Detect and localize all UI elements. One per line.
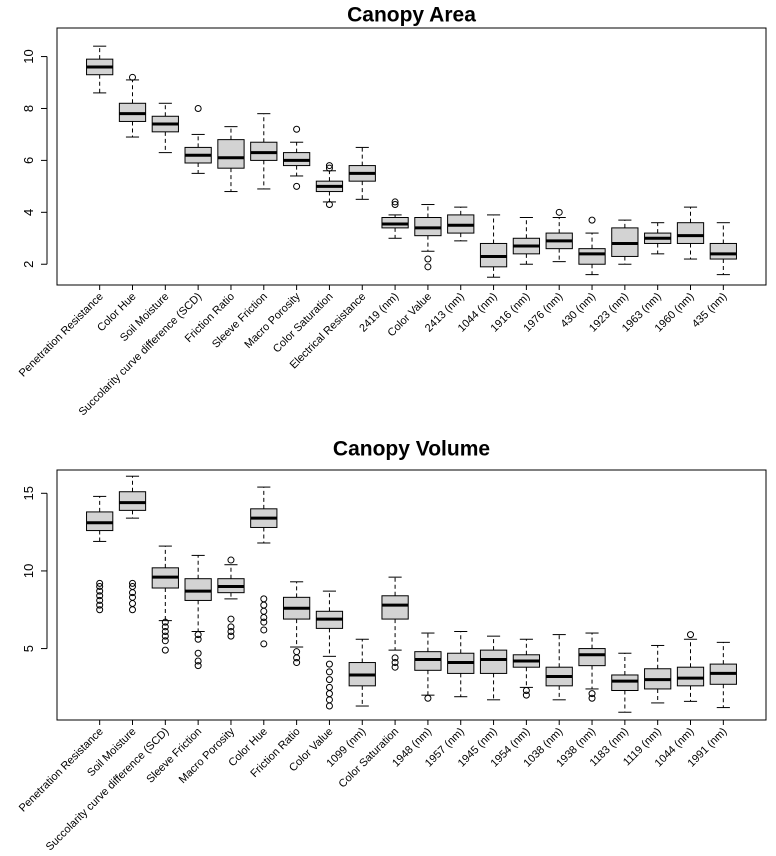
box bbox=[578, 248, 606, 265]
outlier bbox=[391, 659, 399, 667]
outlier bbox=[260, 601, 268, 609]
outlier bbox=[128, 582, 136, 590]
outlier bbox=[194, 662, 202, 670]
plot-frame bbox=[56, 469, 767, 721]
y-tick-label: 10 bbox=[21, 49, 36, 63]
outlier bbox=[391, 663, 399, 671]
outlier bbox=[96, 582, 104, 590]
outlier bbox=[391, 654, 399, 662]
outlier bbox=[96, 601, 104, 609]
x-tick-label: Penetration Resistance bbox=[17, 291, 106, 380]
outlier bbox=[227, 556, 235, 564]
outlier bbox=[522, 686, 530, 694]
outlier bbox=[325, 162, 333, 170]
outlier bbox=[128, 579, 136, 587]
outlier bbox=[96, 587, 104, 595]
outlier bbox=[227, 615, 235, 623]
outlier bbox=[325, 696, 333, 704]
outlier bbox=[325, 164, 333, 172]
box bbox=[578, 648, 606, 667]
y-tick-label: 4 bbox=[21, 209, 36, 216]
x-tick-label: 435 (nm) bbox=[690, 291, 730, 331]
box bbox=[118, 491, 147, 511]
outlier bbox=[325, 660, 333, 668]
outlier bbox=[588, 694, 596, 702]
x-tick-label: Succolarity curve difference (SCD) bbox=[77, 291, 205, 419]
outlier bbox=[555, 208, 563, 216]
outlier bbox=[588, 216, 596, 224]
outlier bbox=[194, 635, 202, 643]
outlier bbox=[293, 648, 301, 656]
outlier bbox=[293, 125, 301, 133]
outlier bbox=[325, 668, 333, 676]
outlier bbox=[325, 690, 333, 698]
outlier bbox=[260, 595, 268, 603]
outlier bbox=[161, 637, 169, 645]
outlier bbox=[391, 201, 399, 209]
y-tick-label: 10 bbox=[21, 564, 36, 578]
outlier bbox=[293, 659, 301, 667]
box bbox=[676, 666, 705, 687]
outlier bbox=[161, 618, 169, 626]
outlier bbox=[96, 596, 104, 604]
outlier bbox=[128, 600, 136, 608]
outlier bbox=[424, 694, 432, 702]
box bbox=[676, 222, 705, 244]
outlier bbox=[260, 626, 268, 634]
box bbox=[414, 651, 442, 671]
outlier bbox=[96, 606, 104, 614]
outlier bbox=[260, 640, 268, 648]
y-tick-label: 5 bbox=[21, 645, 36, 652]
outlier bbox=[128, 593, 136, 601]
box bbox=[217, 139, 245, 169]
outlier bbox=[325, 683, 333, 691]
y-tick-label: 8 bbox=[21, 105, 36, 112]
outlier bbox=[161, 623, 169, 631]
outlier bbox=[424, 255, 432, 263]
outlier bbox=[588, 690, 596, 698]
chart-title: Canopy Volume bbox=[333, 438, 490, 461]
outlier bbox=[96, 579, 104, 587]
y-tick-label: 2 bbox=[21, 261, 36, 268]
y-tick-label: 6 bbox=[21, 157, 36, 164]
outlier bbox=[687, 631, 695, 639]
outlier bbox=[293, 182, 301, 190]
y-tick-label: 15 bbox=[21, 486, 36, 500]
box bbox=[479, 649, 508, 674]
outlier bbox=[194, 649, 202, 657]
outlier bbox=[227, 627, 235, 635]
x-tick-label: Color Saturation bbox=[337, 726, 402, 791]
outlier bbox=[260, 607, 268, 615]
x-tick-label: Color Saturation bbox=[271, 291, 336, 356]
outlier bbox=[161, 646, 169, 654]
box bbox=[86, 511, 114, 532]
outlier bbox=[128, 73, 136, 81]
outlier bbox=[128, 606, 136, 614]
outlier bbox=[161, 627, 169, 635]
outlier bbox=[391, 198, 399, 206]
box bbox=[611, 674, 639, 691]
outlier bbox=[325, 676, 333, 684]
outlier bbox=[325, 702, 333, 710]
plot-frame bbox=[56, 27, 767, 286]
outlier bbox=[424, 263, 432, 271]
box bbox=[709, 242, 737, 260]
outlier bbox=[96, 592, 104, 600]
outlier bbox=[522, 691, 530, 699]
outlier bbox=[161, 632, 169, 640]
outlier bbox=[227, 623, 235, 631]
outlier bbox=[194, 657, 202, 665]
outlier bbox=[194, 631, 202, 639]
box bbox=[184, 578, 212, 601]
box bbox=[381, 595, 409, 620]
outlier bbox=[227, 632, 235, 640]
outlier bbox=[325, 201, 333, 209]
x-tick-label: Succolarity curve difference (SCD) bbox=[44, 726, 172, 854]
outlier bbox=[260, 618, 268, 626]
outlier bbox=[194, 104, 202, 112]
chart-title: Canopy Area bbox=[347, 4, 476, 27]
